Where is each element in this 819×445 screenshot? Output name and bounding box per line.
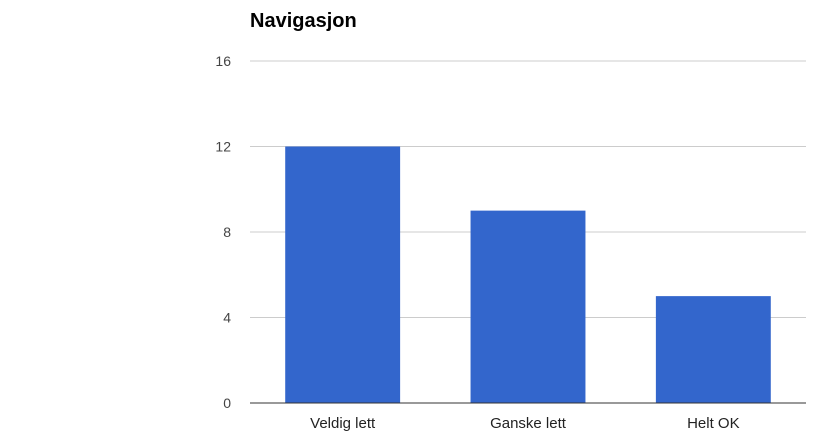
y-tick-label: 4	[223, 310, 231, 326]
y-tick-label: 12	[215, 139, 231, 155]
y-axis-tick-labels: 0 4 8 12 16	[215, 53, 231, 411]
x-category-label: Helt OK	[687, 415, 740, 432]
bar-veldig-lett	[285, 146, 401, 403]
bar-helt-ok	[655, 296, 771, 403]
y-tick-label: 8	[223, 224, 231, 240]
bar-ganske-lett	[470, 210, 586, 403]
x-axis-category-labels: Veldig lett Ganske lett Helt OK	[310, 415, 739, 432]
x-category-label: Veldig lett	[310, 415, 376, 432]
bars	[285, 146, 771, 403]
y-tick-label: 0	[223, 395, 231, 411]
chart-title: Navigasjon	[250, 10, 357, 32]
x-category-label: Ganske lett	[490, 415, 567, 432]
y-tick-label: 16	[215, 53, 231, 69]
